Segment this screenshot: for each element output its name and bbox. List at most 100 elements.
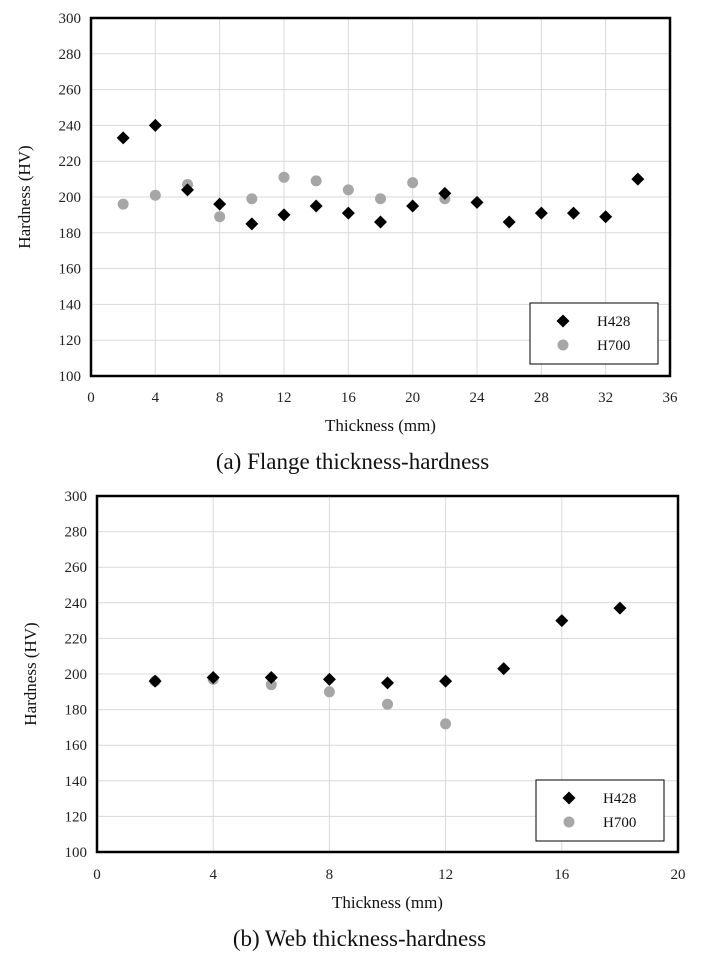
y-tick-label: 240 <box>65 596 88 612</box>
x-tick-label: 4 <box>209 867 217 883</box>
x-tick-label: 36 <box>663 390 679 406</box>
legend-marker-h428 <box>562 791 576 805</box>
y-tick-label: 100 <box>65 845 88 861</box>
x-axis-title: Thickness (mm) <box>332 893 443 912</box>
data-point-h428 <box>470 195 484 209</box>
data-point-h428 <box>381 676 394 690</box>
x-axis-title: Thickness (mm) <box>325 416 436 435</box>
y-tick-label: 220 <box>59 154 82 170</box>
x-tick-label: 20 <box>405 390 420 406</box>
x-tick-label: 0 <box>87 390 95 406</box>
data-point-h428 <box>213 197 227 211</box>
data-point-h428 <box>264 671 278 685</box>
data-point-h428 <box>631 172 645 186</box>
data-point-h700 <box>149 189 161 201</box>
legend-label-h700: H700 <box>597 338 630 354</box>
legend-label-h700: H700 <box>603 815 636 831</box>
y-tick-label: 120 <box>65 809 88 825</box>
data-point-h428 <box>245 217 259 231</box>
data-point-h700 <box>323 686 335 698</box>
x-tick-label: 12 <box>438 867 453 883</box>
data-point-h428 <box>322 672 336 686</box>
legend: H428 H700 <box>535 779 665 842</box>
data-point-h428 <box>599 210 613 224</box>
data-point-h700 <box>310 175 322 187</box>
plot-frame <box>95 494 680 854</box>
data-point-h428 <box>374 215 387 229</box>
data-point-h428 <box>534 206 548 220</box>
x-tick-label: 16 <box>554 867 570 883</box>
legend-marker-h700 <box>557 339 569 351</box>
y-tick-label: 140 <box>65 774 88 790</box>
x-tick-label: 16 <box>341 390 357 406</box>
data-point-h428 <box>438 186 452 200</box>
data-point-h700 <box>246 193 258 205</box>
y-tick-label: 300 <box>65 489 88 505</box>
chart-caption: (b) Web thickness-hardness <box>233 926 486 951</box>
y-tick-label: 240 <box>59 118 82 134</box>
data-point-h428 <box>181 183 194 197</box>
data-point-h700 <box>265 679 277 691</box>
data-point-h428 <box>309 199 323 213</box>
y-axis-title: Hardness (HV) <box>15 145 34 248</box>
data-point-h428 <box>116 131 130 145</box>
legend-box <box>529 302 659 365</box>
x-tick-label: 8 <box>326 867 334 883</box>
data-point-h700 <box>342 184 354 196</box>
legend-marker-h700 <box>563 816 575 828</box>
x-tick-label: 28 <box>534 390 549 406</box>
data-point-h428 <box>439 674 453 688</box>
y-tick-label: 140 <box>59 297 82 313</box>
x-tick-label: 24 <box>470 390 486 406</box>
y-tick-label: 280 <box>59 47 82 63</box>
x-tick-label: 0 <box>93 867 101 883</box>
y-tick-label: 120 <box>59 333 82 349</box>
x-tick-label: 12 <box>277 390 292 406</box>
legend-label-h428: H428 <box>603 791 636 807</box>
y-axis-title: Hardness (HV) <box>21 622 40 725</box>
data-point-h428 <box>567 206 580 220</box>
data-point-h428 <box>613 601 627 615</box>
legend-label-h428: H428 <box>597 314 630 330</box>
data-point-h700 <box>382 698 393 710</box>
data-point-h700 <box>117 198 129 210</box>
x-tick-label: 4 <box>152 390 160 406</box>
y-tick-label: 300 <box>59 11 82 27</box>
data-point-h700 <box>278 171 290 183</box>
y-tick-label: 160 <box>65 738 88 754</box>
data-point-h700 <box>375 193 386 205</box>
data-point-h700 <box>407 177 419 189</box>
data-point-h428 <box>148 674 162 688</box>
x-tick-label: 32 <box>598 390 613 406</box>
legend: H428 H700 <box>529 302 659 365</box>
x-tick-label: 20 <box>671 867 686 883</box>
data-point-h700 <box>440 718 452 730</box>
y-tick-label: 280 <box>65 525 88 541</box>
data-point-h428 <box>206 671 220 685</box>
data-point-h700 <box>214 211 226 223</box>
data-point-h428 <box>497 662 511 676</box>
y-tick-label: 220 <box>65 631 88 647</box>
legend-box <box>535 779 665 842</box>
y-tick-label: 260 <box>65 560 88 576</box>
y-tick-label: 200 <box>65 667 88 683</box>
chart-panel-1: 100 120 140 160 180 200 220 240 260 280 300 0 4 8 12 16… <box>15 11 678 474</box>
y-tick-label: 200 <box>59 190 82 206</box>
chart-panel-2: 100 120 140 160 180 200 220 240 260 280 300 0 4 8 12 16… <box>21 489 686 951</box>
y-tick-label: 180 <box>65 703 88 719</box>
y-tick-label: 160 <box>59 262 82 278</box>
data-point-h428 <box>277 208 291 222</box>
data-point-h428 <box>406 199 420 213</box>
data-point-h428 <box>341 206 355 220</box>
y-tick-label: 100 <box>59 369 82 385</box>
x-tick-label: 8 <box>216 390 224 406</box>
data-point-h428 <box>555 614 569 628</box>
data-point-h428 <box>148 118 162 132</box>
data-point-h428 <box>502 215 516 229</box>
y-tick-label: 180 <box>59 226 82 242</box>
chart-caption: (a) Flange thickness-hardness <box>216 449 489 474</box>
y-tick-label: 260 <box>59 83 82 99</box>
legend-marker-h428 <box>556 314 570 328</box>
plot-frame <box>89 16 672 378</box>
